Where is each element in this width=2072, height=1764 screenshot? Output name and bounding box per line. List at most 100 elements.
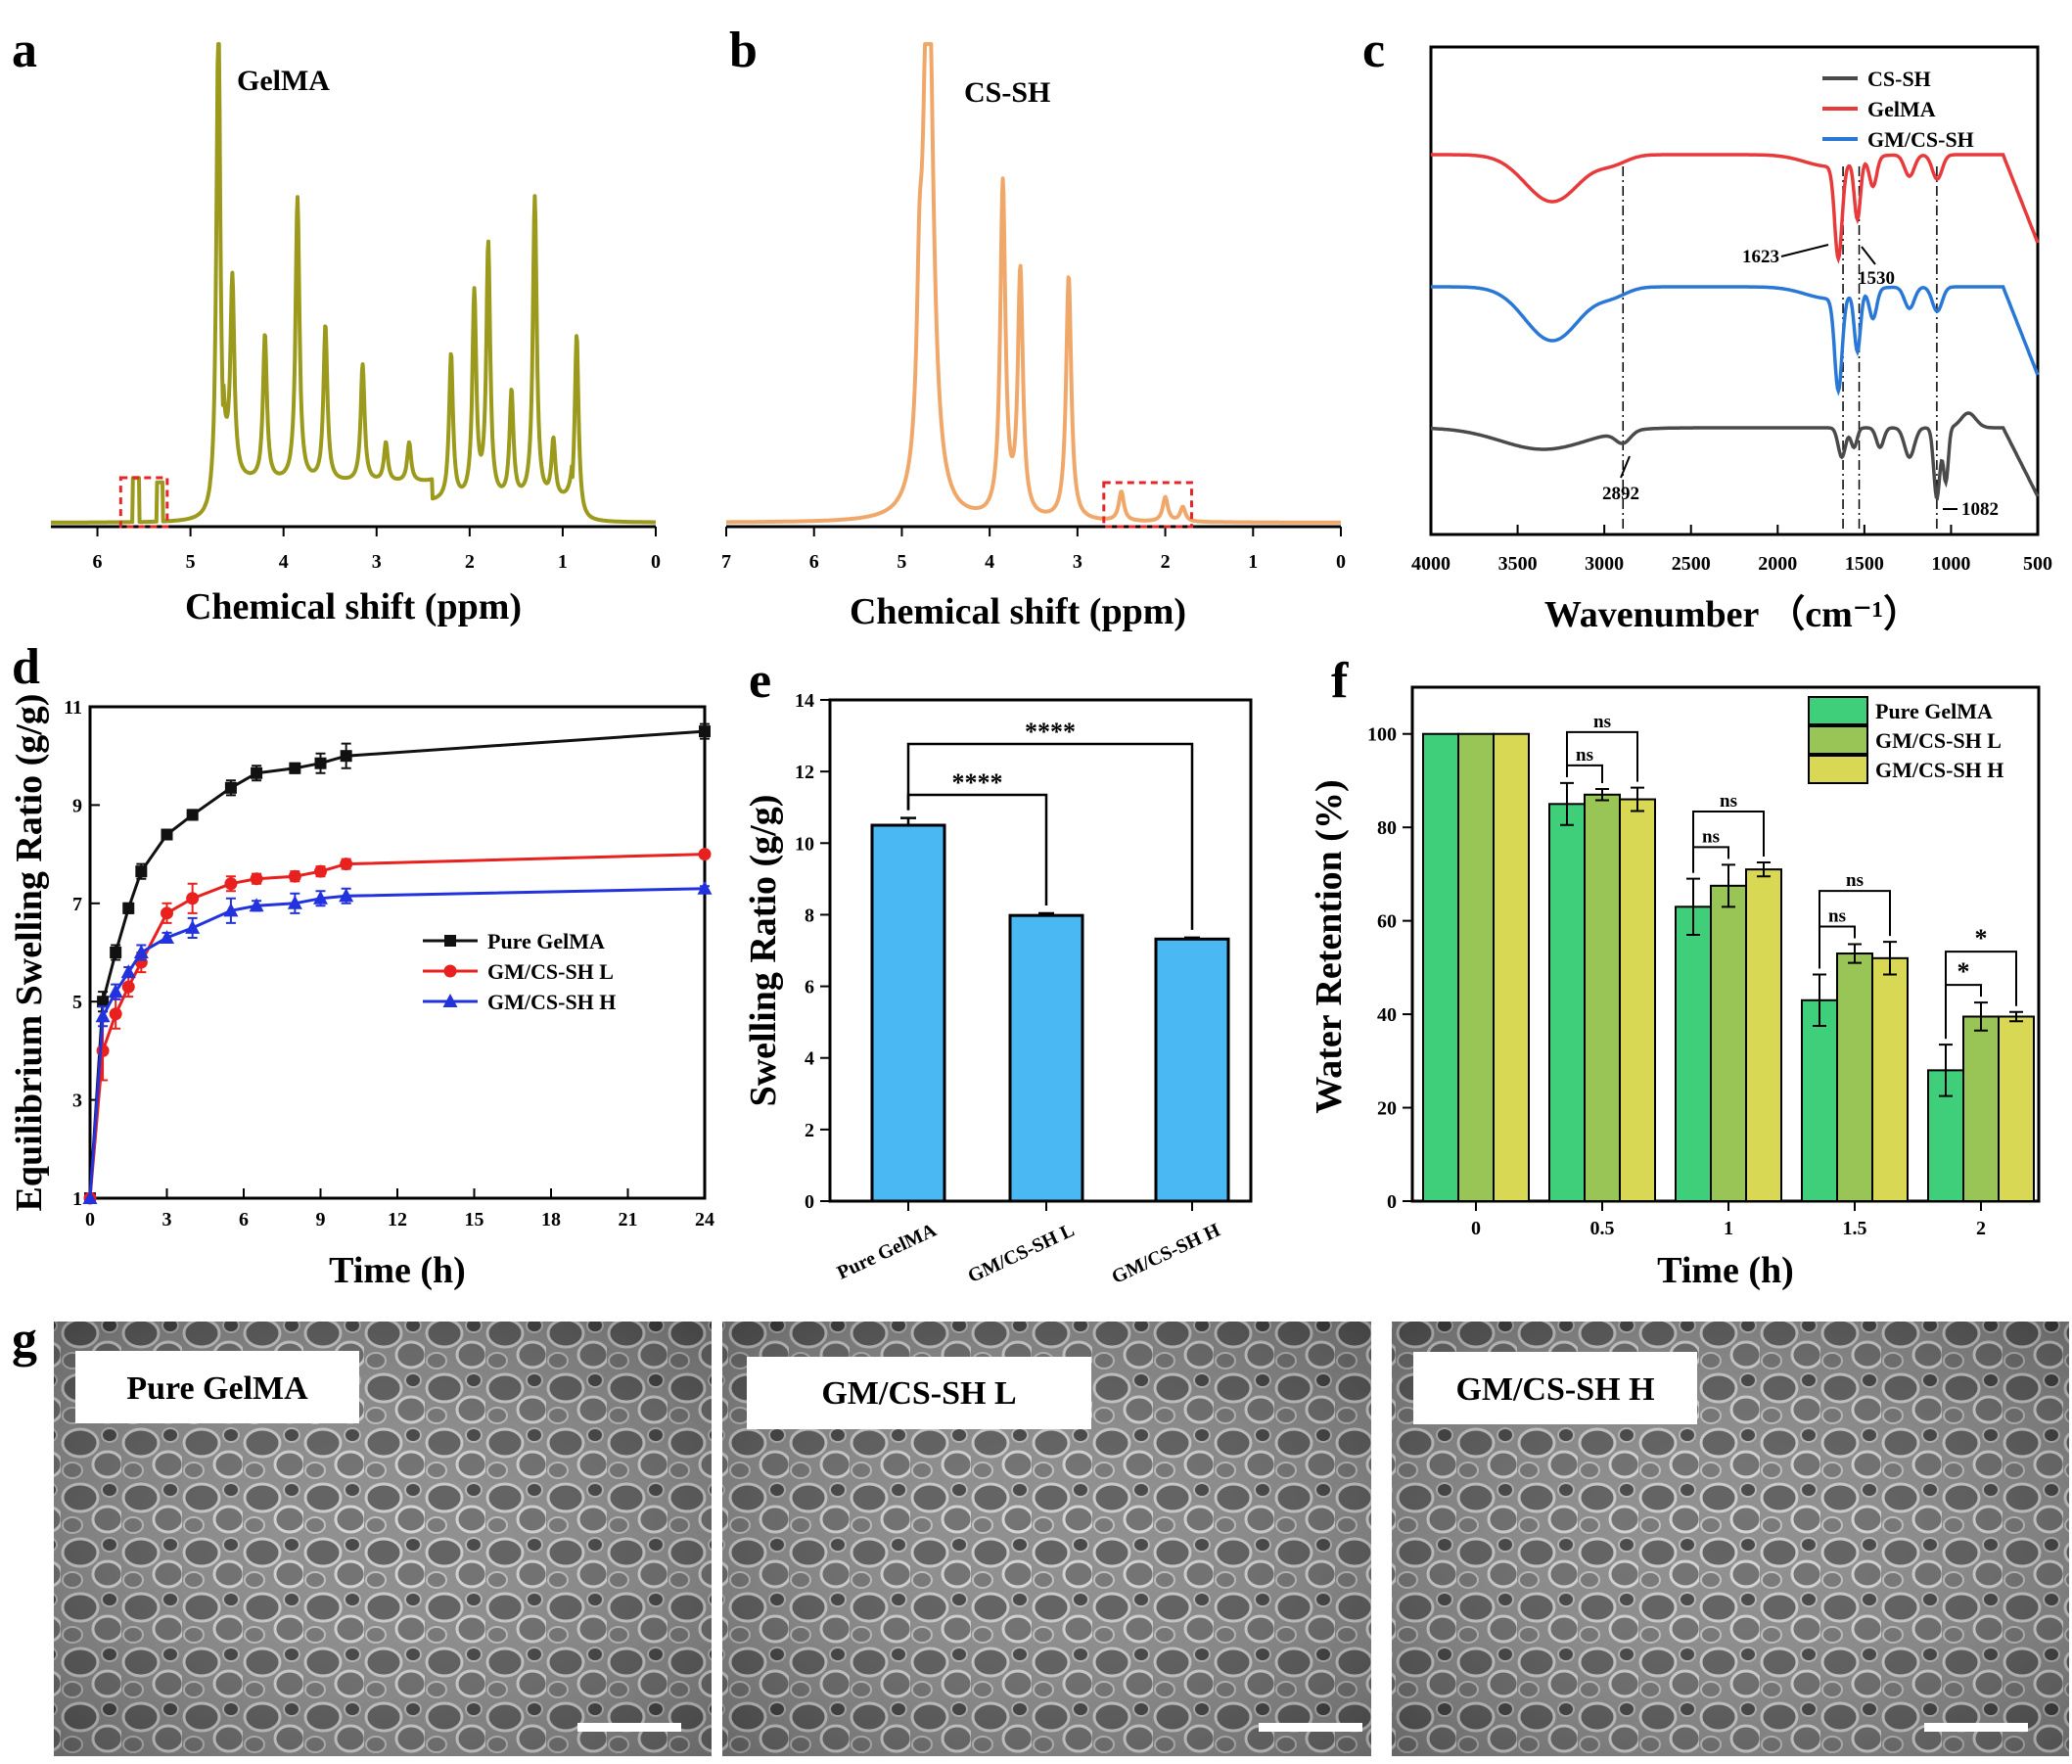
legend-label-d-gm-cs-sh-h: GM/CS-SH H <box>487 990 616 1014</box>
panel-e-swelling-bars: 0 2 4 6 8 10 12 14 Pure GelMA GM/CS-SH L GM/CS-SH… <box>743 690 1253 1288</box>
x-tick-label-f-2: 1 <box>1724 1218 1733 1239</box>
significance-label-f-4: ns <box>1828 906 1846 927</box>
error-bar-pure-gelma <box>900 816 916 825</box>
panel-a-nmr: 6 5 4 3 2 1 0 GelMA Chemical shift (ppm) <box>49 42 661 627</box>
sem-label-box-gm-cs-sh-l <box>747 1357 1091 1429</box>
marker-gm-cs-sh-h-3 <box>120 964 136 979</box>
significance-label-f-2: ns <box>1702 826 1720 847</box>
x-axis-title-c: Wavenumber （cm⁻¹） <box>1544 594 1920 635</box>
y-tick-label-d-2: 5 <box>72 992 82 1013</box>
x-tick-label-a-6: 0 <box>651 551 661 573</box>
x-tick-label-b-6: 1 <box>1248 551 1258 573</box>
marker-gm-cs-sh-l-7 <box>224 877 238 891</box>
marker-pure-gelma-4 <box>135 865 148 878</box>
y-axis-title-e: Swelling Ratio (g/g) <box>743 795 784 1107</box>
marker-gm-cs-sh-h-6 <box>185 919 201 934</box>
significance-bracket-f-0 <box>1566 764 1603 784</box>
x-tick-label-d-7: 21 <box>619 1209 638 1230</box>
error-bar-gm-cs-sh-l-t1.5 <box>1848 943 1862 964</box>
y-tick-label-e-7: 14 <box>795 690 814 712</box>
x-axis-title-a: Chemical shift (ppm) <box>185 586 522 627</box>
error-bar-pure-gelma-t1.5 <box>1813 973 1826 1028</box>
significance-label-f-7: * <box>1975 924 1988 952</box>
marker-gm-cs-sh-h-10 <box>313 890 328 905</box>
legend-label-cs-sh: CS-SH <box>1867 67 1931 91</box>
x-tick-label-c-0: 4000 <box>1411 553 1450 575</box>
panel-label-c: c <box>1362 23 1385 78</box>
legend-label-d-pure-gelma: Pure GelMA <box>487 929 605 953</box>
panel-label-g: g <box>12 1312 37 1368</box>
x-tick-label-a-2: 4 <box>279 551 289 573</box>
annotation-2892: 2892 <box>1602 484 1639 504</box>
x-tick-label-a-5: 1 <box>558 551 568 573</box>
marker-gm-cs-sh-h-12 <box>697 880 713 895</box>
marker-pure-gelma-7 <box>224 781 237 794</box>
legend-label-gelma: GelMA <box>1867 97 1936 121</box>
highlight-box-a <box>118 476 169 529</box>
legend-label-f-pure-gelma: Pure GelMA <box>1875 699 1993 723</box>
bar-gm-cs-sh-l-t1.5 <box>1836 952 1873 1203</box>
error-bar-pure-gelma-t0.5 <box>1560 781 1574 826</box>
marker-pure-gelma-1 <box>97 996 110 1008</box>
marker-pure-gelma-11 <box>340 750 352 763</box>
annotation-1082: 1082 <box>1961 499 1999 520</box>
y-tick-label-e-1: 2 <box>805 1120 814 1141</box>
significance-bracket-f-3 <box>1692 810 1765 873</box>
scale-bar-gm-cs-sh-h <box>1924 1723 2028 1732</box>
marker-pure-gelma-9 <box>289 762 301 774</box>
legend-marker-d-gm-cs-sh-l <box>443 964 457 978</box>
marker-gm-cs-sh-h-7 <box>223 903 239 917</box>
y-tick-label-e-2: 4 <box>805 1048 814 1070</box>
legend-label-f-gm-cs-sh-l: GM/CS-SH L <box>1875 728 2002 753</box>
y-tick-label-d-0: 1 <box>72 1188 82 1210</box>
x-tick-label-a-1: 5 <box>186 551 196 573</box>
significance-bracket-f-2 <box>1692 846 1729 873</box>
x-tick-label-gm-cs-sh-l: GM/CS-SH L <box>965 1220 1079 1287</box>
panel-c-ftir: 4000 3500 3000 2500 2000 1500 1000 500 CS-SH Ge… <box>1411 45 2052 635</box>
legend-label-f-gm-cs-sh-h: GM/CS-SH H <box>1875 758 2003 782</box>
significance-label-f-0: ns <box>1576 745 1593 766</box>
panel-label-e: e <box>749 653 771 709</box>
x-tick-label-d-5: 15 <box>465 1209 484 1230</box>
annotation-1623: 1623 <box>1742 247 1779 267</box>
x-tick-label-b-3: 4 <box>985 551 994 573</box>
x-axis-title-f: Time (h) <box>1657 1250 1794 1291</box>
marker-gm-cs-sh-h-11 <box>339 888 354 903</box>
marker-gm-cs-sh-h-4 <box>133 945 149 958</box>
marker-gm-cs-sh-l-2 <box>109 1007 122 1021</box>
sem-image-gm-cs-sh-l: GM/CS-SH L <box>722 1322 1371 1756</box>
bar-gm-cs-sh-l-t0.5 <box>1584 793 1621 1202</box>
marker-gm-cs-sh-h-9 <box>287 895 302 909</box>
marker-gm-cs-sh-h-2 <box>108 984 123 998</box>
legend-swatch-f-gm-cs-sh-l <box>1808 725 1868 755</box>
y-tick-label-e-0: 0 <box>805 1191 814 1213</box>
sem-label-gm-cs-sh-h: GM/CS-SH H <box>1455 1371 1654 1408</box>
x-tick-label-d-8: 24 <box>695 1209 714 1230</box>
bar-pure-gelma-t1 <box>1675 905 1712 1202</box>
bar-pure-gelma-t0.5 <box>1548 803 1586 1202</box>
error-bar-gm-cs-sh-l <box>1038 911 1054 916</box>
bar-pure-gelma-t1.5 <box>1801 998 1838 1202</box>
x-tick-label-f-4: 2 <box>1976 1218 1986 1239</box>
y-tick-label-e-6: 12 <box>795 762 814 783</box>
spectrum-b <box>724 42 1343 525</box>
x-axis-title-b: Chemical shift (ppm) <box>850 591 1186 632</box>
y-tick-label-f-2: 40 <box>1377 1004 1397 1026</box>
x-tick-label-a-3: 3 <box>372 551 382 573</box>
plot-frame-d <box>88 705 707 1200</box>
marker-gm-cs-sh-h-8 <box>249 898 264 912</box>
scale-bar-pure-gelma <box>577 1723 681 1732</box>
legend-label-gm-cs-sh: GM/CS-SH <box>1867 127 1974 152</box>
x-tick-label-b-1: 6 <box>809 551 819 573</box>
bar-gm-cs-sh-l-t2 <box>1962 1015 2000 1203</box>
spectrum-title-b: CS-SH <box>964 76 1050 109</box>
bar-gm-cs-sh-l-t1 <box>1710 884 1747 1202</box>
y-tick-label-d-5: 11 <box>64 697 82 719</box>
ir-series-cs-sh <box>1431 411 2040 501</box>
marker-gm-cs-sh-l-11 <box>340 858 353 871</box>
x-tick-label-b-4: 3 <box>1073 551 1082 573</box>
marker-pure-gelma-5 <box>161 828 173 841</box>
marker-gm-cs-sh-l-3 <box>121 980 135 994</box>
sem-image-pure-gelma: Pure GelMA <box>54 1322 712 1756</box>
